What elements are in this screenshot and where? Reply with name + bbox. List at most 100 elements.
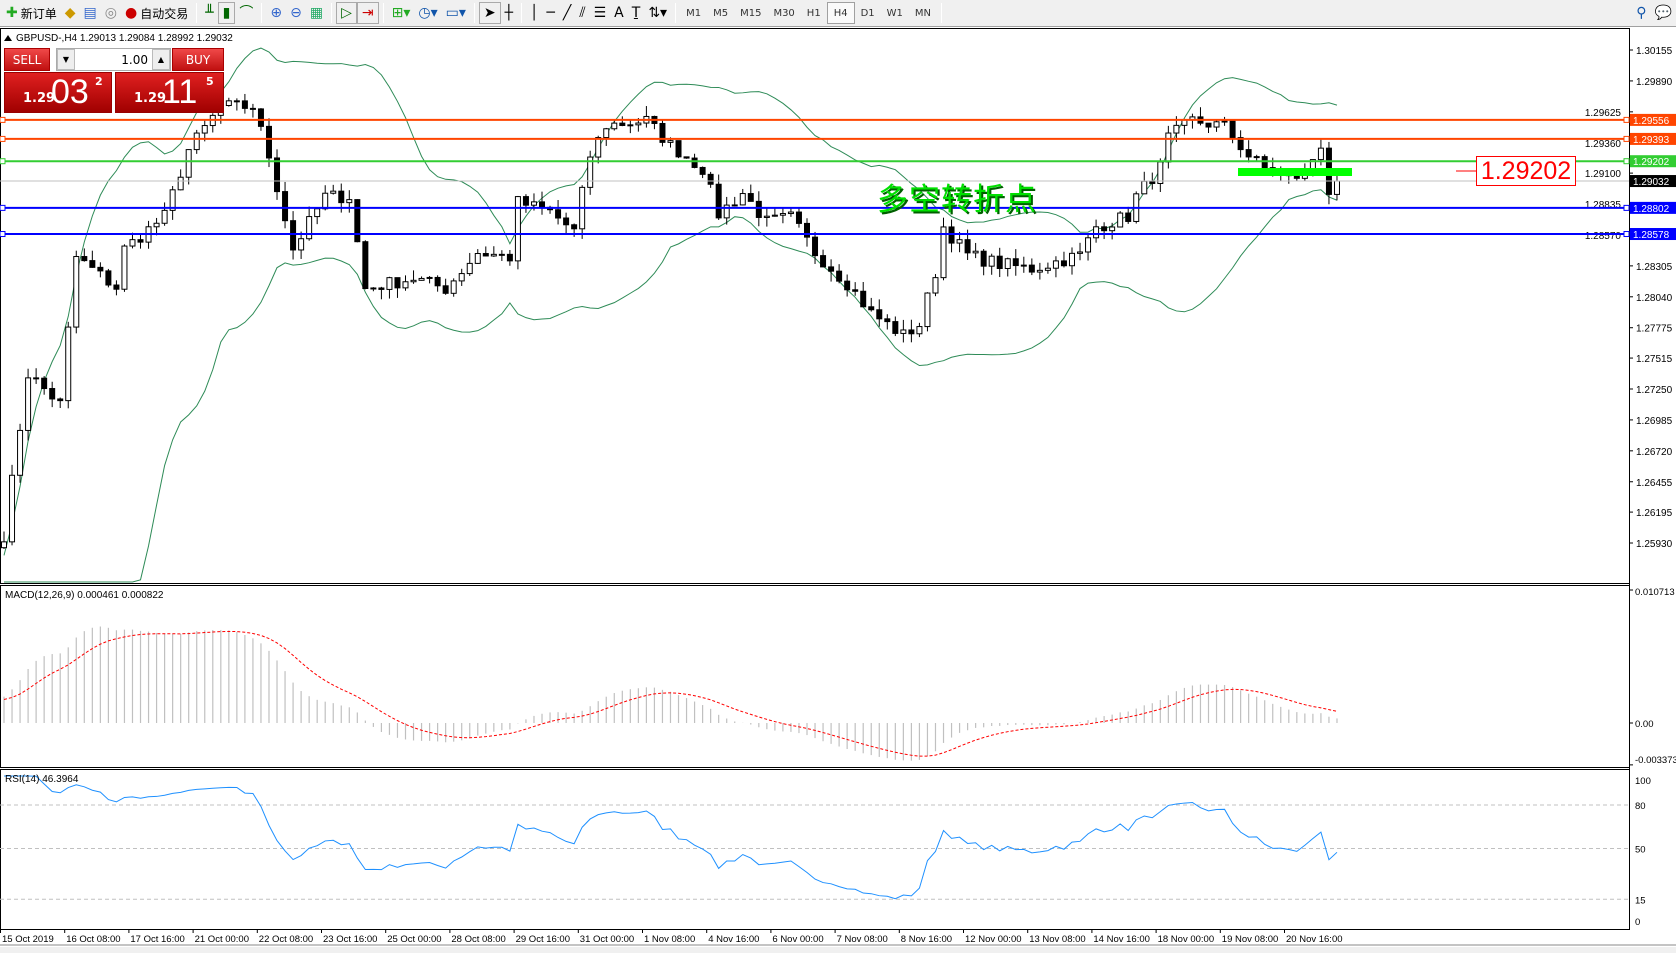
candle-body [787, 211, 794, 215]
templates-button[interactable]: ▭▾ [442, 2, 470, 24]
vertical-line-button[interactable]: │ [526, 2, 542, 24]
navigator-button[interactable]: ▤ [80, 2, 101, 24]
candle-body [932, 277, 939, 294]
signals-button[interactable]: ◎ [101, 2, 121, 24]
candle-body [458, 273, 465, 282]
status-bar [0, 947, 1676, 953]
volume-input[interactable] [75, 49, 152, 70]
candlestick-button[interactable]: ▮ [217, 2, 236, 24]
chart-shift-button[interactable]: ⇥ [356, 2, 379, 24]
annotation-text[interactable]: 多空转折点 [877, 182, 1037, 218]
timeframe-h4[interactable]: H4 [826, 2, 855, 24]
timeframe-m5[interactable]: M5 [713, 7, 729, 19]
candle-body [1149, 180, 1156, 184]
text-button[interactable]: A [610, 2, 628, 24]
price-tag-label: 1.28578 [1633, 230, 1670, 241]
volume-stepper[interactable]: ▼ ▲ [56, 48, 171, 71]
fibonacci-button[interactable]: ☰ [590, 2, 611, 24]
indicators-button[interactable]: ⊞▾ [388, 2, 415, 24]
market-watch-button[interactable]: ◆ [61, 2, 80, 24]
cursor-button[interactable]: ➤ [478, 2, 501, 24]
time-label: 4 Nov 16:00 [708, 934, 759, 945]
search-button[interactable]: ⚲ [1632, 2, 1650, 24]
zoom-out-button[interactable]: ⊖ [286, 2, 306, 24]
candle [121, 244, 128, 292]
trendline-button[interactable]: ╱ [559, 2, 575, 24]
timeframe-m1[interactable]: M1 [686, 7, 702, 19]
price-label-box[interactable]: 1.29202 [1476, 156, 1576, 186]
timeframe-w1[interactable]: W1 [886, 7, 903, 19]
candle-body [1117, 212, 1124, 228]
candle [747, 184, 754, 202]
volume-decrease-icon[interactable]: ▼ [57, 49, 75, 70]
candle-body [482, 253, 489, 257]
candle-body [346, 199, 353, 204]
candle-body [185, 149, 192, 178]
timeframe-mn[interactable]: MN [914, 7, 931, 19]
line-chart-button[interactable]: ⌒ [235, 2, 257, 24]
crosshair-button[interactable]: ┼ [501, 2, 517, 24]
candle [177, 169, 184, 191]
new-order-button[interactable]: ✚ 新订单 [2, 2, 61, 24]
candle [876, 299, 883, 327]
candle [185, 149, 192, 185]
buy-button[interactable]: BUY [172, 48, 224, 71]
candle [675, 140, 682, 159]
candle [201, 119, 208, 142]
candle-body [836, 270, 843, 282]
price-tag [1630, 113, 1676, 126]
candle-body [1125, 212, 1132, 222]
chart-shift-icon: ⇥ [361, 5, 374, 21]
zoom-in-button[interactable]: ⊕ [266, 2, 286, 24]
periods-button[interactable]: ◷▾ [414, 2, 441, 24]
candle [274, 149, 281, 200]
candle [779, 207, 786, 224]
candle-body [868, 306, 875, 311]
timeframe-m15[interactable]: M15 [740, 7, 762, 19]
timeframe-h1[interactable]: H1 [806, 7, 821, 19]
candle [410, 270, 417, 284]
timeframe-m30[interactable]: M30 [773, 7, 795, 19]
candle [563, 212, 570, 235]
auto-scroll-button[interactable]: ▷ [336, 2, 357, 24]
volume-increase-icon[interactable]: ▲ [152, 49, 170, 70]
candle [17, 423, 24, 483]
horizontal-line-button[interactable]: ─ [542, 2, 558, 24]
line-handle [1623, 116, 1630, 123]
candle-body [490, 253, 497, 257]
price-tick-label: 1.28305 [1636, 262, 1673, 273]
text-icon: A [614, 5, 624, 21]
candle-body [876, 309, 883, 320]
green-zone-marker [1238, 168, 1352, 176]
candle [1237, 130, 1244, 158]
candle [844, 274, 851, 297]
new-order-icon: ✚ [6, 5, 18, 21]
candle [482, 246, 489, 257]
candle-body [1109, 226, 1116, 232]
bar-chart-button[interactable]: ╨ [201, 2, 217, 24]
sell-button[interactable]: SELL [4, 48, 50, 71]
price-tick-label: 1.27250 [1636, 385, 1673, 396]
candle-body [699, 166, 706, 175]
tile-windows-button[interactable]: ▦ [306, 2, 327, 24]
time-label: 19 Nov 08:00 [1222, 934, 1279, 945]
candle [980, 249, 987, 276]
candle [249, 103, 256, 118]
sell-price[interactable]: 1.29 03 2 [4, 72, 112, 113]
auto-trading-button[interactable]: ● 自动交易 [121, 2, 192, 24]
timeframe-d1[interactable]: D1 [860, 7, 875, 19]
text-label-button[interactable]: Ṯ [628, 2, 645, 24]
candle-body [779, 213, 786, 216]
channel-button[interactable]: ⫽ [575, 2, 589, 24]
candle [1, 531, 7, 550]
candle-body [739, 193, 746, 206]
candle-body [964, 239, 971, 254]
arrows-button[interactable]: ⇅▾ [644, 2, 671, 24]
separator [473, 3, 475, 23]
time-label: 1 Nov 08:00 [644, 934, 695, 945]
chat-button[interactable]: 💬 [1651, 2, 1676, 24]
buy-price[interactable]: 1.29 11 5 [115, 72, 224, 113]
candle [707, 171, 714, 188]
candle-body [900, 329, 907, 334]
